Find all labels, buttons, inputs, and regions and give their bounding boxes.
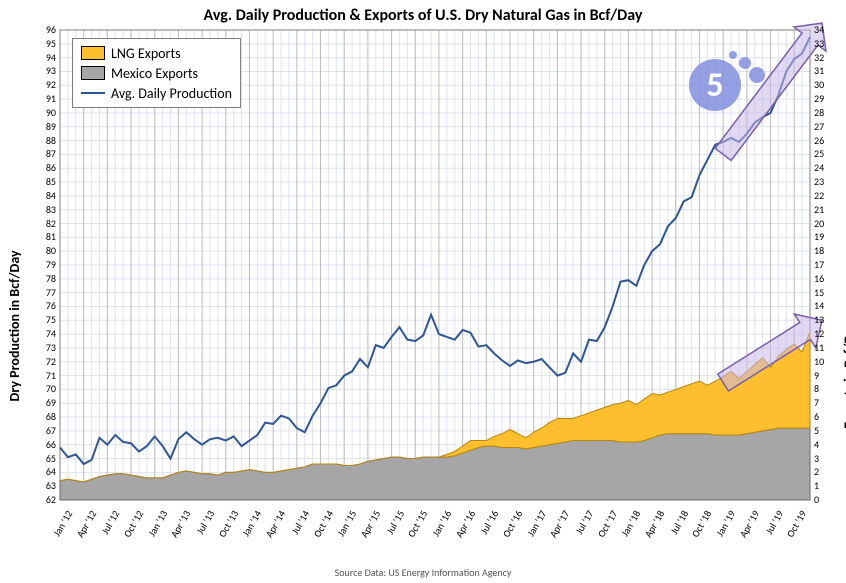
ytick-left: 88 (36, 136, 56, 146)
ytick-right: 18 (814, 246, 834, 256)
ytick-right: 34 (814, 25, 834, 35)
ytick-left: 71 (36, 371, 56, 381)
ytick-right: 22 (814, 191, 834, 201)
ytick-left: 75 (36, 315, 56, 325)
ytick-right: 13 (814, 315, 834, 325)
ytick-left: 87 (36, 149, 56, 159)
legend-item-mex: Mexico Exports (81, 63, 232, 83)
ytick-left: 77 (36, 288, 56, 298)
legend: LNG Exports Mexico Exports Avg. Daily Pr… (72, 38, 241, 108)
ytick-left: 96 (36, 25, 56, 35)
ytick-left: 64 (36, 467, 56, 477)
ytick-left: 70 (36, 384, 56, 394)
ytick-right: 16 (814, 274, 834, 284)
ytick-right: 6 (814, 412, 834, 422)
ytick-right: 1 (814, 481, 834, 491)
ytick-right: 5 (814, 426, 834, 436)
chart-container: Avg. Daily Production & Exports of U.S. … (0, 0, 846, 583)
ytick-left: 84 (36, 191, 56, 201)
ytick-right: 28 (814, 108, 834, 118)
ytick-left: 76 (36, 301, 56, 311)
legend-item-lng: LNG Exports (81, 43, 232, 63)
ytick-right: 11 (814, 343, 834, 353)
ytick-right: 17 (814, 260, 834, 270)
chart-footer: Source Data: US Energy Information Agenc… (0, 566, 846, 579)
ytick-left: 63 (36, 481, 56, 491)
ytick-right: 2 (814, 467, 834, 477)
ytick-right: 7 (814, 398, 834, 408)
ytick-left: 95 (36, 39, 56, 49)
ytick-right: 4 (814, 440, 834, 450)
ytick-left: 67 (36, 426, 56, 436)
ytick-left: 90 (36, 108, 56, 118)
legend-item-prod: Avg. Daily Production (81, 83, 232, 103)
ytick-left: 94 (36, 53, 56, 63)
ytick-right: 21 (814, 205, 834, 215)
ytick-left: 69 (36, 398, 56, 408)
ytick-right: 29 (814, 94, 834, 104)
ytick-left: 74 (36, 329, 56, 339)
ytick-right: 10 (814, 357, 834, 367)
legend-label-mex: Mexico Exports (111, 65, 198, 82)
ytick-left: 85 (36, 177, 56, 187)
ytick-left: 83 (36, 205, 56, 215)
ytick-right: 33 (814, 39, 834, 49)
ytick-left: 86 (36, 163, 56, 173)
ytick-right: 25 (814, 149, 834, 159)
ytick-left: 73 (36, 343, 56, 353)
ytick-left: 89 (36, 122, 56, 132)
ytick-left: 66 (36, 440, 56, 450)
legend-label-prod: Avg. Daily Production (111, 85, 232, 102)
ytick-right: 27 (814, 122, 834, 132)
legend-label-lng: LNG Exports (111, 45, 181, 62)
ytick-right: 23 (814, 177, 834, 187)
ytick-left: 91 (36, 94, 56, 104)
ytick-left: 62 (36, 495, 56, 505)
ytick-left: 92 (36, 80, 56, 90)
ytick-left: 93 (36, 66, 56, 76)
ytick-right: 9 (814, 371, 834, 381)
ytick-left: 81 (36, 232, 56, 242)
ytick-right: 15 (814, 288, 834, 298)
ytick-right: 26 (814, 136, 834, 146)
ytick-right: 8 (814, 384, 834, 394)
ytick-left: 82 (36, 219, 56, 229)
ytick-left: 68 (36, 412, 56, 422)
legend-line-prod (81, 92, 105, 94)
ytick-left: 65 (36, 454, 56, 464)
ytick-left: 78 (36, 274, 56, 284)
ytick-right: 20 (814, 219, 834, 229)
legend-swatch-mex (81, 66, 105, 80)
ytick-right: 30 (814, 80, 834, 90)
ytick-right: 19 (814, 232, 834, 242)
ytick-right: 32 (814, 53, 834, 63)
ytick-right: 14 (814, 301, 834, 311)
legend-swatch-lng (81, 46, 105, 60)
ytick-right: 0 (814, 495, 834, 505)
ytick-left: 79 (36, 260, 56, 270)
svg-text:5: 5 (706, 65, 723, 106)
ytick-right: 12 (814, 329, 834, 339)
ytick-left: 72 (36, 357, 56, 367)
ytick-right: 3 (814, 454, 834, 464)
ytick-right: 31 (814, 66, 834, 76)
ytick-left: 80 (36, 246, 56, 256)
ytick-right: 24 (814, 163, 834, 173)
